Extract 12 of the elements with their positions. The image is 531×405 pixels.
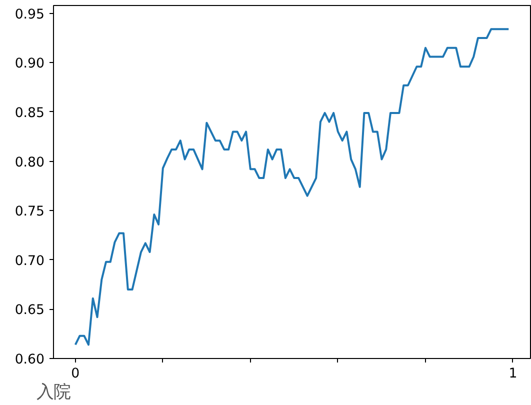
x-tick-label: 1 [508, 366, 518, 382]
y-tick-label: 0.80 [14, 155, 45, 170]
x-axis-title: 入院 [36, 382, 70, 402]
y-tick-label: 0.85 [14, 106, 45, 121]
y-tick-label: 0.95 [14, 7, 45, 22]
x-tick-label: 0 [71, 366, 80, 382]
y-tick-label: 0.65 [14, 303, 45, 318]
y-tick-label: 0.60 [14, 352, 45, 368]
y-tick-label: 0.70 [14, 254, 45, 269]
line-series [74, 28, 510, 346]
y-tick-label: 0.75 [14, 204, 45, 220]
y-tick-label: 0.90 [14, 56, 45, 72]
